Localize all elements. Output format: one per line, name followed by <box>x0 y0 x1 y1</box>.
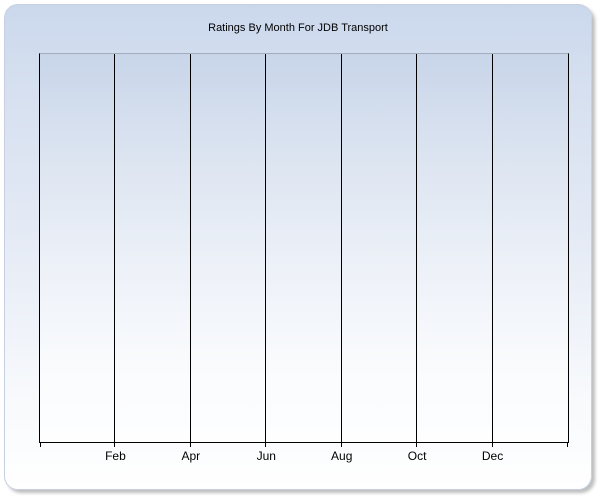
gridline <box>189 54 191 442</box>
gridline <box>114 54 116 442</box>
x-axis-tick <box>416 442 418 447</box>
gridline <box>416 54 418 442</box>
x-axis-tick <box>114 442 116 447</box>
x-axis-tick <box>189 442 191 447</box>
x-axis-label-aug: Aug <box>331 449 353 463</box>
x-axis-label-apr: Apr <box>181 449 201 463</box>
chart-title: Ratings By Month For JDB Transport <box>208 22 388 34</box>
plot-area: Feb Apr Jun Aug Oct Dec <box>39 53 569 463</box>
x-axis-tick <box>340 442 342 447</box>
x-axis-label-jun: Jun <box>256 449 276 463</box>
x-axis-tick <box>265 442 267 447</box>
x-axis-label-oct: Oct <box>407 449 427 463</box>
chart-panel: Ratings By Month For JDB Transport Feb A… <box>4 4 592 490</box>
x-axis-tick <box>567 442 568 447</box>
gridline <box>491 54 493 442</box>
x-axis-tick <box>491 442 493 447</box>
gridline <box>265 54 267 442</box>
x-axis-label-feb: Feb <box>105 449 126 463</box>
x-axis-label-dec: Dec <box>481 449 504 463</box>
gridline <box>340 54 342 442</box>
x-axis-tick <box>40 442 41 447</box>
